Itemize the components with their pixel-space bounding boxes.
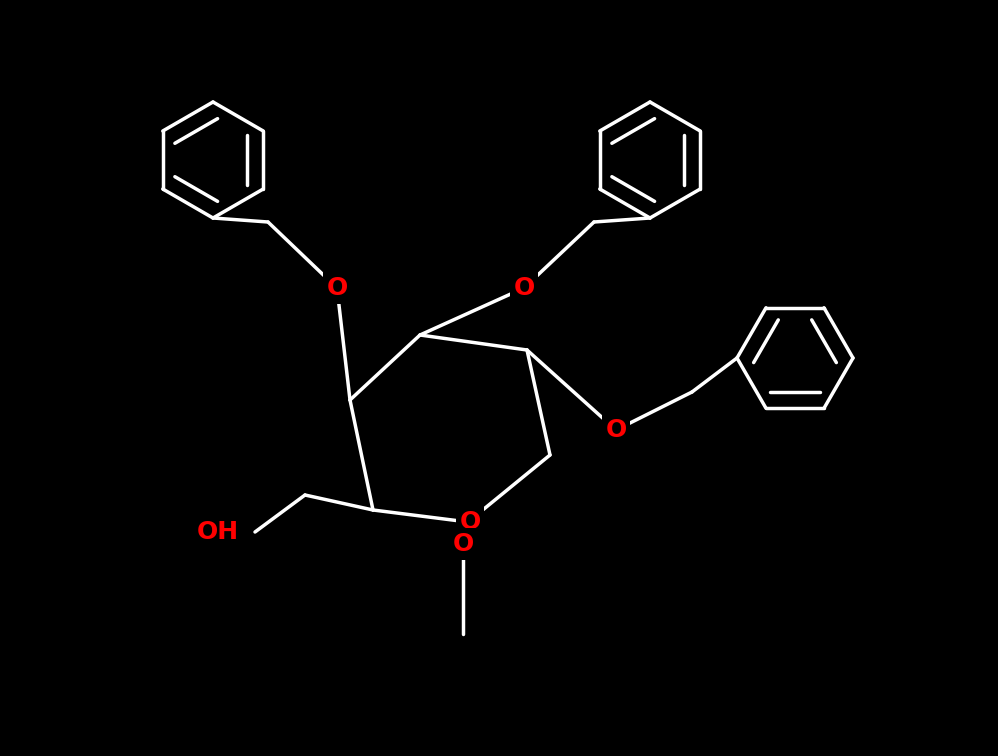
Text: O: O <box>513 276 535 300</box>
Text: O: O <box>606 418 627 442</box>
Text: O: O <box>326 276 347 300</box>
Text: O: O <box>452 532 474 556</box>
Text: OH: OH <box>197 520 239 544</box>
Text: O: O <box>459 510 481 534</box>
